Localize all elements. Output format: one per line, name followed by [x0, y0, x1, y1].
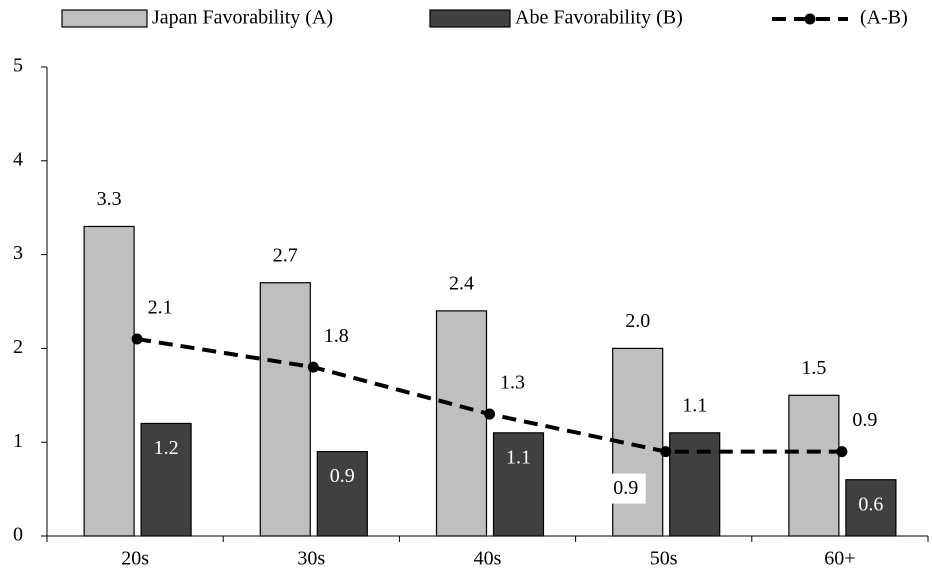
bar: [788, 394, 840, 537]
bar: [845, 479, 897, 537]
x-tick-label: 50s: [650, 548, 678, 570]
bar: [83, 225, 135, 537]
data-label: 1.1: [682, 394, 707, 416]
x-tick-label: 20s: [121, 548, 149, 570]
legend-label: (A-B): [860, 7, 908, 29]
data-label: 0.9: [613, 477, 638, 499]
data-label: 3.3: [97, 188, 122, 210]
line-point: [307, 361, 319, 373]
bar: [435, 310, 488, 537]
legend-swatch: [429, 9, 511, 28]
legend-swatch: [61, 9, 148, 28]
bar: [669, 432, 721, 537]
bar: [492, 432, 545, 537]
bar: [316, 450, 368, 537]
line-point: [131, 333, 143, 345]
data-label: 2.0: [625, 310, 650, 332]
data-label: 0.9: [330, 465, 355, 487]
x-tick-label: 60+: [824, 548, 855, 570]
data-label: 1.2: [154, 437, 179, 459]
data-label: 2.1: [148, 297, 173, 319]
line-point: [836, 446, 848, 458]
y-tick-label: 4: [13, 148, 23, 170]
data-label: 2.4: [449, 272, 474, 294]
label-box: [605, 473, 646, 504]
legend-label: Japan Favorability (A): [152, 7, 333, 29]
data-label: 1.8: [324, 325, 349, 347]
bar: [259, 282, 311, 537]
line: [136, 337, 842, 454]
y-tick-label: 3: [13, 242, 23, 264]
data-label: 1.5: [801, 357, 826, 379]
data-label: 0.6: [858, 493, 883, 515]
data-label: 1.1: [506, 446, 531, 468]
data-label: 1.3: [500, 372, 525, 394]
data-label: 0.9: [852, 409, 877, 431]
line-point: [660, 446, 672, 458]
y-tick-label: 0: [13, 524, 23, 546]
y-tick-label: 1: [13, 430, 23, 452]
legend-swatch: [804, 13, 816, 25]
bar: [140, 422, 192, 537]
y-tick-label: 5: [13, 55, 23, 77]
y-tick-label: 2: [13, 336, 23, 358]
legend-label: Abe Favorability (B): [515, 7, 683, 29]
x-tick-label: 40s: [474, 548, 502, 570]
data-label: 2.7: [273, 244, 298, 266]
x-tick-label: 30s: [297, 548, 325, 570]
line-point: [484, 408, 495, 420]
